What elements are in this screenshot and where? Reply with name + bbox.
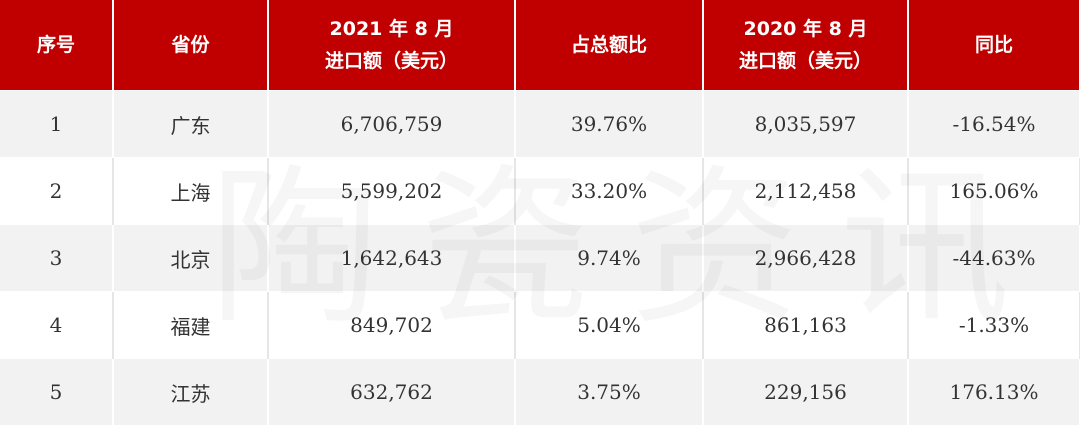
table-cell: -44.63% (908, 225, 1080, 292)
header-text: 占总额比 (516, 29, 702, 61)
table-cell: 3 (0, 225, 113, 292)
header-cell: 2020 年 8 月进口额（美元） (703, 0, 908, 91)
table-cell: 北京 (113, 225, 268, 292)
table-cell: 2,112,458 (703, 158, 908, 225)
header-text: 进口额（美元） (704, 45, 907, 77)
table-cell: 2,966,428 (703, 225, 908, 292)
table-cell: 上海 (113, 158, 268, 225)
header-cell: 2021 年 8 月进口额（美元） (268, 0, 515, 91)
table-cell: 9.74% (515, 225, 703, 292)
header-cell: 省份 (113, 0, 268, 91)
table-cell: 229,156 (703, 359, 908, 425)
header-text: 2020 年 8 月 (704, 13, 907, 45)
table-cell: 1 (0, 91, 113, 158)
table-cell: 632,762 (268, 359, 515, 425)
table-cell: 5,599,202 (268, 158, 515, 225)
table-cell: 165.06% (908, 158, 1080, 225)
header-cell: 序号 (0, 0, 113, 91)
table-cell: 5.04% (515, 292, 703, 359)
table-cell: 33.20% (515, 158, 703, 225)
header-text: 进口额（美元） (269, 45, 514, 77)
table-cell: 4 (0, 292, 113, 359)
table-cell: 6,706,759 (268, 91, 515, 158)
table-cell: 39.76% (515, 91, 703, 158)
table-cell: 福建 (113, 292, 268, 359)
header-text: 省份 (114, 29, 267, 61)
table-cell: -1.33% (908, 292, 1080, 359)
table-cell: 2 (0, 158, 113, 225)
table-cell: 1,642,643 (268, 225, 515, 292)
table-cell: 广东 (113, 91, 268, 158)
table-cell: 849,702 (268, 292, 515, 359)
table-cell: 8,035,597 (703, 91, 908, 158)
header-text: 序号 (0, 29, 112, 61)
header-text: 2021 年 8 月 (269, 13, 514, 45)
header-text: 同比 (909, 29, 1079, 61)
table-cell: 176.13% (908, 359, 1080, 425)
table-cell: 江苏 (113, 359, 268, 425)
table-cell: -16.54% (908, 91, 1080, 158)
header-cell: 同比 (908, 0, 1080, 91)
table-cell: 5 (0, 359, 113, 425)
table-cell: 861,163 (703, 292, 908, 359)
header-cell: 占总额比 (515, 0, 703, 91)
table-cell: 3.75% (515, 359, 703, 425)
